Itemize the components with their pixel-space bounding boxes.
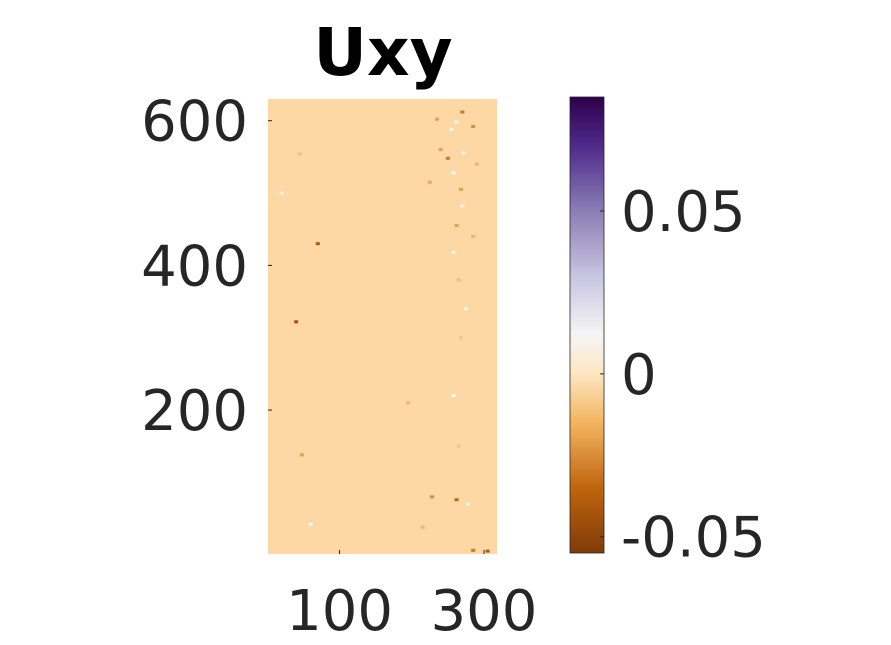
heatmap-speckle [451, 171, 456, 175]
heatmap-speckle [456, 278, 461, 282]
heatmap-speckle [279, 191, 284, 195]
heatmap-speckle [299, 453, 304, 457]
heatmap-speckle [471, 548, 476, 552]
colorbar: -0.05 0 0.05 [569, 96, 766, 571]
heatmap-speckle [460, 110, 465, 114]
colorbar-tick-label: -0.05 [621, 506, 766, 571]
heatmap-speckle [445, 156, 450, 160]
heatmap-speckle [458, 187, 463, 191]
heatmap-speckle [471, 124, 476, 128]
heatmap-speckle [454, 498, 459, 502]
colorbar-gradient [569, 96, 605, 554]
heatmap-speckle [427, 180, 432, 184]
heatmap-speckle [474, 162, 479, 166]
heatmap-speckle [461, 151, 466, 155]
y-axis: 200 400 600 [141, 90, 272, 444]
x-tick-label: 100 [286, 579, 393, 644]
y-tick-label: 600 [141, 90, 248, 155]
heatmap-speckle [471, 234, 476, 238]
y-tick-label: 200 [141, 379, 248, 444]
heatmap-speckle [294, 320, 299, 324]
heatmap-speckle [463, 307, 468, 311]
colorbar-tick-label: 0.05 [621, 180, 746, 245]
heatmap-speckle [451, 250, 456, 254]
heatmap-speckle [315, 242, 320, 246]
x-tick-label: 300 [431, 579, 538, 644]
heatmap-speckle [485, 549, 490, 553]
heatmap-speckle [429, 495, 434, 499]
y-tick-label: 400 [141, 234, 248, 299]
heatmap-speckle [454, 224, 459, 228]
colorbar-tick-label: 0 [621, 343, 657, 408]
heatmap-speckle [451, 394, 456, 398]
x-axis: 100 300 [286, 550, 537, 644]
heatmap-speckle [406, 401, 411, 405]
heatmap-background [268, 99, 497, 554]
heatmap-speckle [454, 120, 459, 124]
heatmap-speckle [435, 117, 440, 121]
heatmap-speckle [460, 204, 465, 208]
heatmap-speckle [438, 148, 443, 152]
heatmap-speckle [458, 336, 463, 340]
heatmap-speckle [456, 444, 461, 448]
heatmap-speckle [308, 522, 313, 526]
chart-title: Uxy [313, 14, 452, 91]
heatmap-speckle [420, 525, 425, 529]
heatmap-speckle [449, 127, 454, 131]
heatmap-area [268, 99, 497, 554]
heatmap-speckle [466, 502, 471, 506]
heatmap-speckle [297, 152, 302, 156]
